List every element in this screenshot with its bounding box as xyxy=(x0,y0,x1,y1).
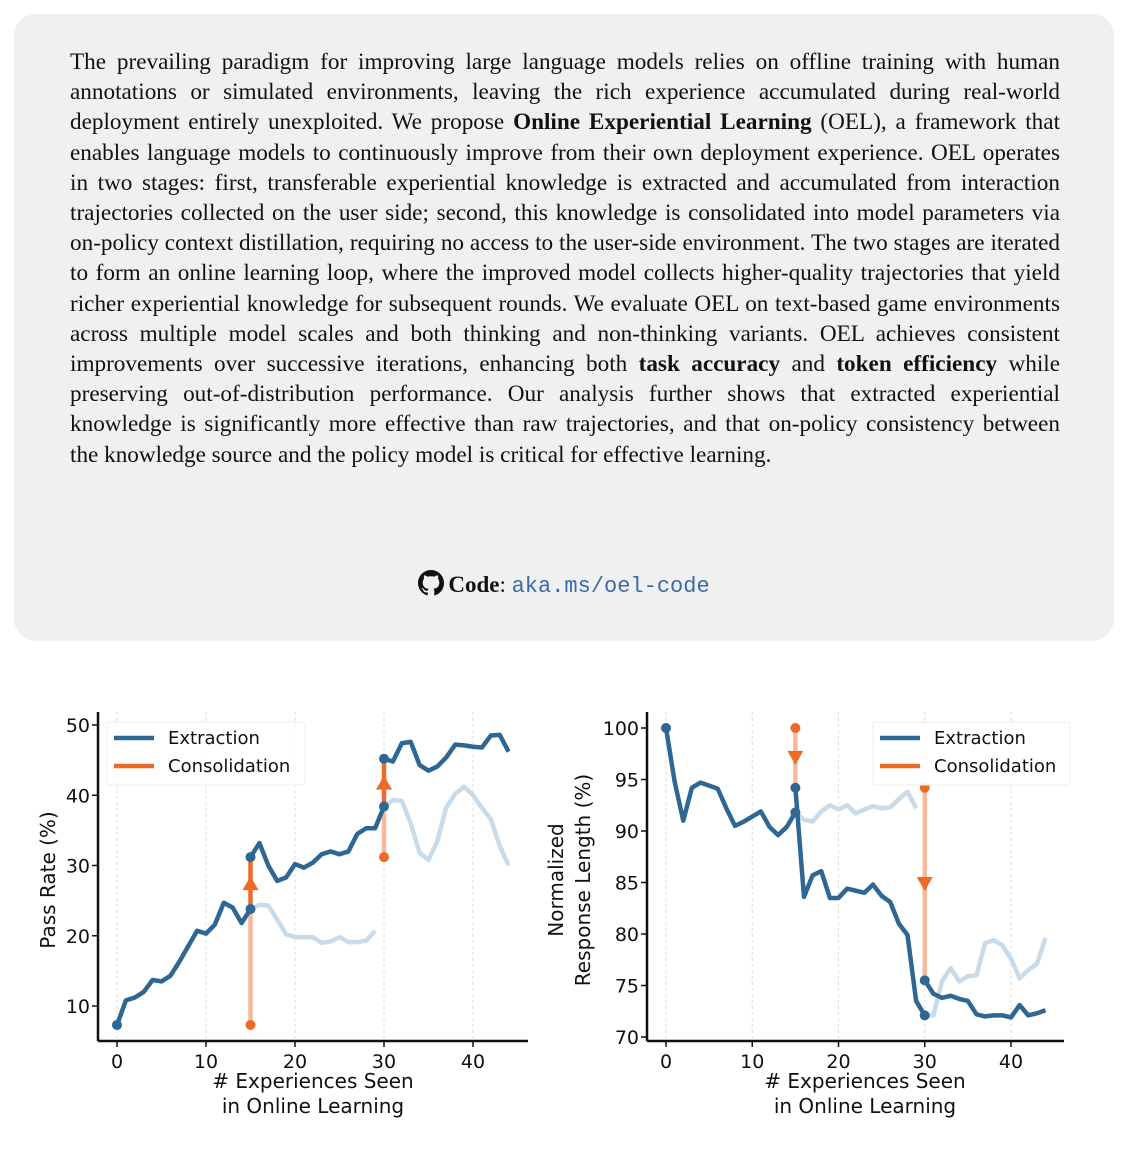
legend-label-extraction: Extraction xyxy=(934,728,1026,749)
legend-label-consolidation: Consolidation xyxy=(168,756,290,777)
x-tick-label: 0 xyxy=(111,1051,123,1073)
extraction-point xyxy=(919,975,930,986)
code-separator: : xyxy=(499,572,512,597)
consolidation-start-point xyxy=(245,1019,256,1030)
x-tick-label: 30 xyxy=(372,1051,396,1073)
arrow-up-icon xyxy=(242,876,259,891)
y-tick-label: 75 xyxy=(615,976,639,998)
y-tick-label: 20 xyxy=(66,926,90,948)
extraction-line xyxy=(663,727,798,838)
extraction-point xyxy=(790,782,801,793)
legend: Extraction Consolidation xyxy=(872,721,1071,786)
extraction-line xyxy=(383,732,511,773)
abstract-bold-token-efficiency: token efficiency xyxy=(836,351,998,378)
extraction-point xyxy=(112,1019,122,1030)
abstract-text-part: The prevailing paradigm for improving la… xyxy=(70,49,1060,136)
y-tick-label: 30 xyxy=(66,856,90,878)
extraction-point xyxy=(245,904,256,915)
extraction-point xyxy=(661,723,671,733)
code-line: Code: aka.ms/oel-code xyxy=(0,570,1128,602)
y-tick-label: 90 xyxy=(615,821,639,843)
arrow-up-icon xyxy=(376,775,392,790)
x-tick-label: 40 xyxy=(461,1051,485,1073)
extraction-line xyxy=(114,900,253,1026)
legend-label-consolidation: Consolidation xyxy=(934,756,1056,777)
extraction-line xyxy=(793,787,927,1017)
y-tick-label: 10 xyxy=(66,996,90,1018)
extraction-continued-line xyxy=(924,937,1048,1018)
x-tick-label: 10 xyxy=(740,1051,764,1073)
legend-box xyxy=(872,721,1071,786)
code-label: Code xyxy=(448,572,500,597)
abstract-text-part: while preserving out-of-distribution per… xyxy=(70,351,1060,468)
abstract-text-part: (OEL), a framework that enables language… xyxy=(70,109,1061,378)
y-axis-label: Normalized xyxy=(544,823,568,936)
consolidation-start-point xyxy=(790,723,801,733)
x-axis-label: in Online Learning xyxy=(774,1094,956,1118)
x-tick-label: 20 xyxy=(826,1051,850,1073)
extraction-line xyxy=(248,805,387,884)
x-tick-label: 0 xyxy=(660,1051,672,1073)
legend-label-extraction: Extraction xyxy=(168,728,260,749)
chart-1: 0 10 20 30 40 10 20 30 40 50 Extraction Consolidati… xyxy=(36,712,528,1118)
extraction-point xyxy=(379,801,389,812)
legend-box xyxy=(106,721,306,786)
extraction-continued-line xyxy=(793,789,919,824)
extraction-point xyxy=(379,753,389,764)
y-tick-label: 70 xyxy=(615,1027,639,1049)
x-tick-label: 20 xyxy=(283,1051,307,1073)
extraction-continued-line xyxy=(382,784,511,867)
arrow-down-icon xyxy=(916,877,933,892)
y-tick-label: 95 xyxy=(615,770,639,792)
extraction-point xyxy=(919,1010,930,1021)
abstract-text-part: and xyxy=(780,351,837,378)
abstract-bold-oel: Online Experiential Learning xyxy=(513,109,812,136)
y-tick-label: 80 xyxy=(615,924,639,946)
consolidation-start-point xyxy=(379,852,389,863)
x-tick-label: 10 xyxy=(194,1051,218,1073)
code-link[interactable]: aka.ms/oel-code xyxy=(511,574,710,599)
arrow-down-icon xyxy=(787,750,804,765)
extraction-continued-line xyxy=(249,902,377,946)
abstract-text: The prevailing paradigm for improving la… xyxy=(70,47,1060,470)
x-tick-label: 40 xyxy=(999,1051,1023,1073)
y-axis-label: Response Length (%) xyxy=(571,774,595,986)
y-tick-label: 100 xyxy=(603,718,639,740)
x-tick-label: 30 xyxy=(913,1051,937,1073)
abstract-box xyxy=(14,14,1114,641)
abstract-bold-task-accuracy: task accuracy xyxy=(638,351,781,378)
y-tick-label: 40 xyxy=(66,785,90,807)
x-axis-label: # Experiences Seen xyxy=(764,1069,965,1093)
extraction-point xyxy=(245,852,256,863)
x-axis-label: # Experiences Seen xyxy=(212,1069,413,1093)
x-axis-label: in Online Learning xyxy=(222,1094,404,1118)
y-tick-label: 50 xyxy=(66,715,90,737)
github-icon xyxy=(418,570,445,602)
chart-2: 0 10 20 30 40 70 75 80 85 90 95 100 Extraction Consol… xyxy=(544,712,1071,1118)
y-axis-label: Pass Rate (%) xyxy=(36,811,60,948)
legend: Extraction Consolidation xyxy=(106,721,306,786)
y-tick-label: 85 xyxy=(615,873,639,895)
extraction-line xyxy=(922,979,1047,1020)
